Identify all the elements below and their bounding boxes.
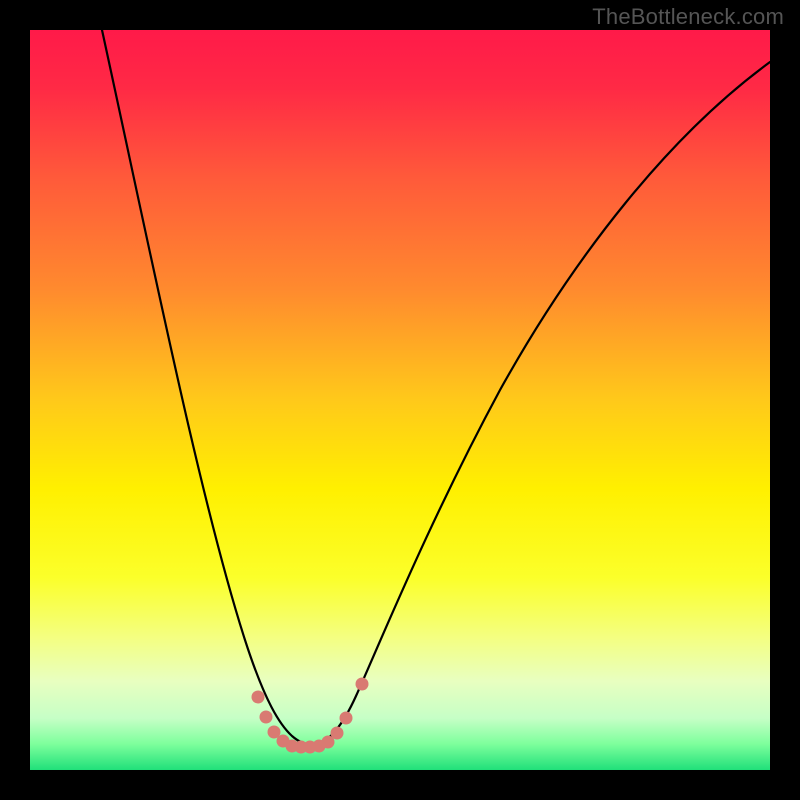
root: TheBottleneck.com xyxy=(0,0,800,800)
trough-marker xyxy=(260,711,273,724)
trough-marker xyxy=(331,727,344,740)
trough-marker xyxy=(356,678,369,691)
bottleneck-curve xyxy=(102,30,770,745)
curve-layer xyxy=(30,30,770,770)
trough-marker-group xyxy=(252,678,369,754)
frame-right xyxy=(770,0,800,800)
plot-area xyxy=(30,30,770,770)
watermark-text: TheBottleneck.com xyxy=(592,4,784,30)
frame-bottom xyxy=(0,770,800,800)
trough-marker xyxy=(252,691,265,704)
frame-left xyxy=(0,0,30,800)
trough-marker xyxy=(340,712,353,725)
